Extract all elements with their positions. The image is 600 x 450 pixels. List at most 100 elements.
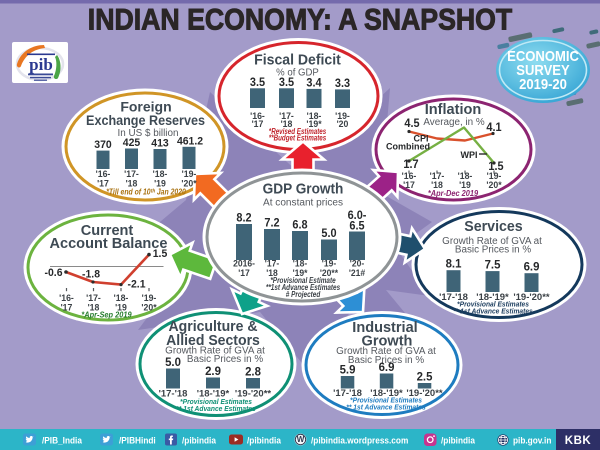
svg-text:'19-'20**: '19-'20**: [513, 292, 550, 303]
svg-text:-1.8: -1.8: [82, 268, 100, 280]
svg-text:Agriculture &: Agriculture &: [169, 319, 258, 335]
svg-text:'18-: '18-: [307, 111, 322, 121]
svg-text:3.3: 3.3: [335, 78, 350, 90]
svg-text:'18-: '18-: [458, 171, 473, 181]
svg-text:'17: '17: [61, 302, 73, 312]
svg-text:5.0: 5.0: [321, 228, 336, 240]
svg-text:*Provisional Estimates: *Provisional Estimates: [457, 300, 529, 308]
svg-text:**Budget Estimates: **Budget Estimates: [269, 135, 327, 143]
svg-text:2.9: 2.9: [205, 365, 221, 378]
svg-text:'17: '17: [238, 268, 250, 278]
svg-text:'17-: '17-: [279, 111, 294, 121]
svg-text:KBK: KBK: [565, 435, 592, 447]
svg-text:5.9: 5.9: [340, 363, 356, 376]
svg-text:'19: '19: [154, 178, 166, 188]
svg-text:'18-'19*: '18-'19*: [370, 388, 403, 399]
svg-text:/PIBHindi: /PIBHindi: [119, 435, 156, 445]
svg-text:370: 370: [94, 139, 111, 151]
svg-text:461.2: 461.2: [177, 135, 203, 147]
svg-text:Services: Services: [464, 219, 522, 235]
svg-text:'19-'20**: '19-'20**: [235, 389, 272, 400]
svg-text:/pibindia: /pibindia: [247, 435, 281, 445]
svg-text:/pibindia: /pibindia: [182, 435, 216, 445]
svg-text:-2.1: -2.1: [127, 278, 145, 290]
svg-text:'18-: '18-: [153, 168, 168, 178]
svg-text:4.1: 4.1: [486, 122, 501, 134]
svg-text:'17-'18: '17-'18: [159, 389, 188, 400]
svg-text:'19: '19: [459, 180, 471, 190]
svg-text:CPI: CPI: [413, 133, 428, 143]
svg-text:**1st Advance Estimates: **1st Advance Estimates: [266, 283, 340, 292]
svg-text:WPI: WPI: [460, 150, 477, 160]
svg-text:Combined: Combined: [386, 141, 430, 151]
svg-text:At constant prices: At constant prices: [263, 197, 343, 208]
svg-text:8.2: 8.2: [236, 212, 251, 224]
svg-text:425: 425: [123, 137, 140, 149]
svg-text:'18: '18: [431, 180, 443, 190]
svg-text:Account Balance: Account Balance: [50, 236, 168, 252]
svg-text:'20*: '20*: [141, 302, 157, 312]
svg-text:*Till end of 10ᵗʰ Jan 2020: *Till end of 10ᵗʰ Jan 2020: [106, 187, 186, 197]
svg-text:6.8: 6.8: [292, 219, 307, 231]
svg-text:/pibindia: /pibindia: [441, 435, 475, 445]
svg-text:pib.gov.in: pib.gov.in: [513, 435, 551, 445]
svg-text:** 1st Advance Estimates: ** 1st Advance Estimates: [453, 307, 533, 315]
svg-text:'16-: '16-: [59, 293, 74, 303]
svg-text:W: W: [297, 435, 305, 444]
svg-text:Industrial: Industrial: [352, 320, 417, 336]
svg-text:% of GDP: % of GDP: [276, 67, 319, 78]
svg-text:Basic Prices in %: Basic Prices in %: [187, 354, 263, 365]
svg-text:'18: '18: [266, 268, 278, 278]
svg-text:Allied Sectors: Allied Sectors: [166, 333, 260, 349]
svg-text:'19: '19: [115, 302, 127, 312]
svg-text:'19-: '19-: [182, 168, 197, 178]
svg-text:'20: '20: [337, 119, 349, 129]
svg-text:3.5: 3.5: [279, 77, 294, 89]
svg-text:'21#: '21#: [349, 268, 365, 278]
svg-text:'18-'19*: '18-'19*: [197, 389, 230, 400]
svg-text:2019-20: 2019-20: [519, 76, 567, 92]
svg-text:pib: pib: [29, 55, 53, 74]
svg-text:3.4: 3.4: [306, 77, 322, 89]
svg-text:*Revised Estimates: *Revised Estimates: [269, 128, 327, 136]
svg-text:GDP Growth: GDP Growth: [263, 180, 344, 196]
svg-text:'19-: '19-: [322, 258, 336, 268]
svg-text:*Provisional Estimate: *Provisional Estimate: [270, 276, 335, 285]
svg-text:'17: '17: [97, 178, 109, 188]
svg-text:'18: '18: [88, 302, 100, 312]
svg-text:8.1: 8.1: [446, 257, 462, 270]
svg-text:*Provisional Estimates: *Provisional Estimates: [180, 398, 252, 406]
svg-text:*Provisional Estimates: *Provisional Estimates: [350, 396, 422, 404]
svg-text:'17: '17: [252, 119, 264, 129]
svg-text:2.8: 2.8: [245, 365, 261, 378]
svg-text:'20*: '20*: [181, 178, 197, 188]
svg-text:Foreign: Foreign: [120, 99, 171, 115]
svg-text:*Apr-Sep 2019: *Apr-Sep 2019: [81, 310, 132, 319]
svg-text:** 1st Advance Estimates: ** 1st Advance Estimates: [346, 403, 426, 411]
svg-text:Current: Current: [81, 223, 134, 239]
svg-text:1.7: 1.7: [403, 159, 418, 171]
svg-text:7.5: 7.5: [485, 258, 501, 271]
svg-text:Basic Prices in %: Basic Prices in %: [348, 355, 424, 366]
svg-text:3.5: 3.5: [250, 77, 265, 89]
svg-text:Basic Prices in %: Basic Prices in %: [455, 244, 531, 255]
svg-text:'18: '18: [281, 119, 293, 129]
svg-text:'19*: '19*: [293, 268, 308, 278]
svg-text:413: 413: [151, 137, 168, 149]
svg-text:*Apr-Dec 2019: *Apr-Dec 2019: [428, 189, 479, 198]
svg-text:6.5: 6.5: [349, 220, 364, 232]
svg-text:'16-: '16-: [402, 171, 417, 181]
svg-text:'20**: '20**: [320, 268, 339, 278]
svg-text:Exchange Reserves: Exchange Reserves: [86, 112, 205, 128]
svg-text:'19*: '19*: [306, 119, 322, 129]
svg-text:'18-: '18-: [114, 293, 129, 303]
svg-text:7.2: 7.2: [264, 217, 279, 229]
svg-text:'17-: '17-: [265, 258, 279, 268]
svg-text:-0.6: -0.6: [44, 267, 62, 279]
svg-text:5.0: 5.0: [165, 356, 181, 369]
svg-text:'16-: '16-: [250, 111, 265, 121]
svg-text:'17-'18: '17-'18: [439, 292, 468, 303]
svg-text:'20-: '20-: [350, 258, 364, 268]
svg-text:'19-: '19-: [487, 171, 502, 181]
svg-text:'20*: '20*: [486, 180, 502, 190]
